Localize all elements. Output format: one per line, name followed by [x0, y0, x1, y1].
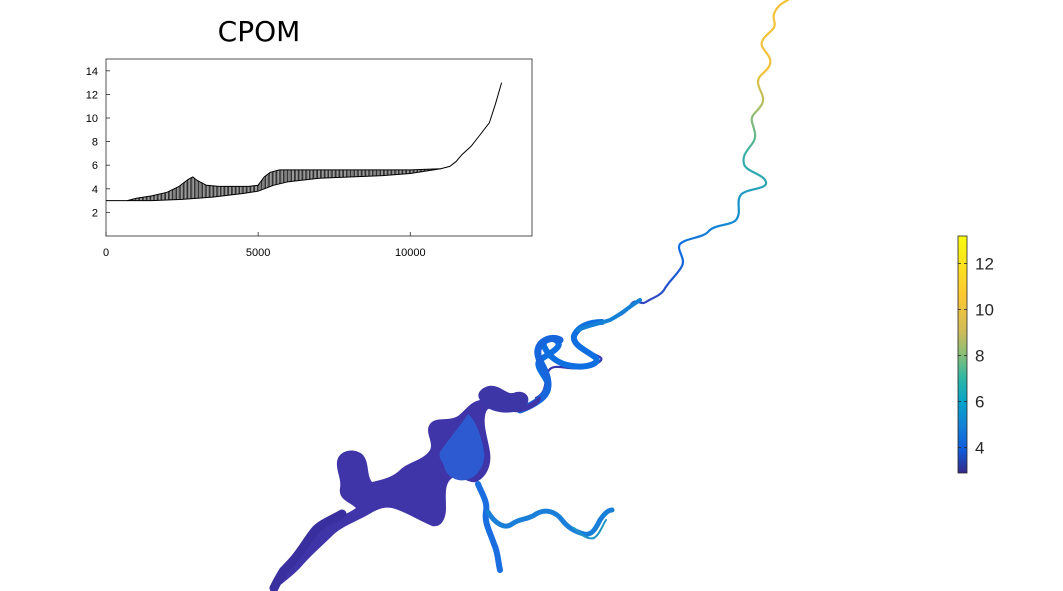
inset-plot-area — [105, 58, 533, 237]
colorbar-tick-label: 6 — [975, 393, 984, 412]
colorbar-tick-label: 10 — [975, 301, 994, 320]
river-bend-2 — [576, 298, 642, 332]
river-south-tributary — [475, 481, 503, 573]
series-lower-line — [127, 168, 441, 202]
colorbar-tick-label: 12 — [975, 255, 994, 274]
series-band — [128, 168, 440, 201]
inset-chart: CPOM 0 5000 10000 2 4 6 8 10 12 14 — [86, 15, 533, 259]
colorbar: 4 6 8 10 12 — [957, 235, 994, 474]
x-tick-label: 0 — [103, 247, 109, 259]
y-tick-label: 2 — [92, 207, 98, 219]
river-east-tributary-tip — [573, 519, 607, 540]
x-ticks: 0 5000 10000 — [103, 232, 426, 259]
river-map — [269, 0, 790, 591]
x-tick-label: 5000 — [246, 247, 270, 259]
colorbar-tick-label: 8 — [975, 347, 984, 366]
river-west-outflow — [269, 509, 347, 591]
y-tick-label: 6 — [92, 160, 98, 172]
reservoir-east-lobe — [478, 385, 529, 413]
y-tick-label: 14 — [86, 66, 98, 78]
y-ticks: 2 4 6 8 10 12 14 — [86, 66, 110, 219]
series-upper-line — [106, 82, 503, 202]
colorbar-gradient — [957, 235, 968, 474]
y-tick-label: 12 — [86, 89, 98, 101]
river-east-tributary — [485, 507, 615, 537]
reservoir-center — [439, 414, 485, 481]
series-lines — [106, 82, 503, 202]
y-tick-label: 4 — [92, 184, 98, 196]
y-tick-label: 10 — [86, 113, 98, 125]
y-tick-label: 8 — [92, 137, 98, 149]
x-tick-label: 10000 — [395, 247, 426, 259]
colorbar-tick-label: 4 — [975, 439, 984, 458]
chart-title: CPOM — [218, 15, 301, 48]
colorbar-ticks: 4 6 8 10 12 — [958, 255, 994, 458]
